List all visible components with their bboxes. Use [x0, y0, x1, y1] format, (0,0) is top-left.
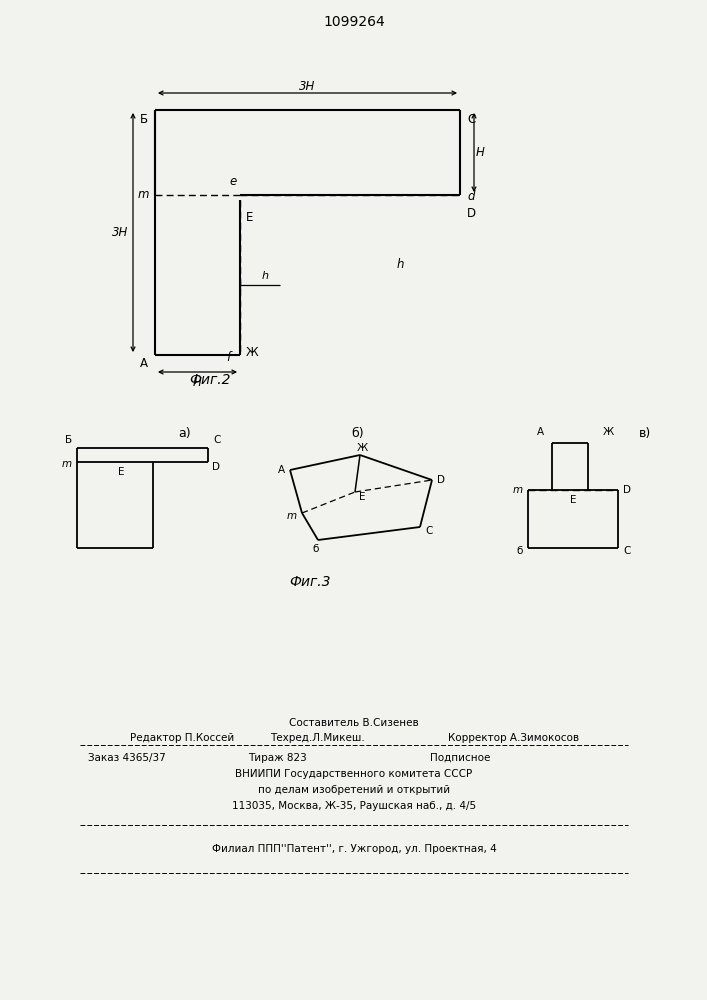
Text: Ж: Ж — [356, 443, 368, 453]
Text: Е: Е — [570, 495, 576, 505]
Text: Тираж 823: Тираж 823 — [248, 753, 307, 763]
Text: С: С — [425, 526, 433, 536]
Text: С: С — [623, 546, 631, 556]
Text: ВНИИПИ Государственного комитета СССР: ВНИИПИ Государственного комитета СССР — [235, 769, 472, 779]
Text: Корректор А.Зимокосов: Корректор А.Зимокосов — [448, 733, 579, 743]
Text: Филиал ППП''Патент'', г. Ужгород, ул. Проектная, 4: Филиал ППП''Патент'', г. Ужгород, ул. Пр… — [211, 844, 496, 854]
Text: f: f — [226, 351, 230, 364]
Text: h: h — [262, 271, 269, 281]
Text: Составитель В.Сизенев: Составитель В.Сизенев — [289, 718, 419, 728]
Text: m: m — [137, 188, 149, 202]
Text: Е: Е — [246, 211, 253, 224]
Text: 3Н: 3Н — [299, 80, 315, 93]
Text: С: С — [213, 435, 221, 445]
Text: Редактор П.Коссей: Редактор П.Коссей — [130, 733, 234, 743]
Text: Техред.Л.Микеш.: Техред.Л.Микеш. — [270, 733, 365, 743]
Text: m: m — [62, 459, 72, 469]
Text: С: С — [467, 113, 475, 126]
Text: Н: Н — [192, 375, 201, 388]
Text: D: D — [623, 485, 631, 495]
Text: б): б) — [351, 426, 364, 440]
Text: Е: Е — [118, 467, 124, 477]
Text: Подписное: Подписное — [430, 753, 491, 763]
Text: 113035, Москва, Ж-35, Раушская наб., д. 4/5: 113035, Москва, Ж-35, Раушская наб., д. … — [232, 801, 476, 811]
Text: б: б — [517, 546, 523, 556]
Text: Фиг.2: Фиг.2 — [189, 373, 230, 387]
Text: Заказ 4365/37: Заказ 4365/37 — [88, 753, 165, 763]
Text: 1099264: 1099264 — [323, 15, 385, 29]
Text: Н: Н — [476, 145, 484, 158]
Text: по делам изобретений и открытий: по делам изобретений и открытий — [258, 785, 450, 795]
Text: m: m — [287, 511, 297, 521]
Text: 3Н: 3Н — [112, 226, 128, 238]
Text: m: m — [513, 485, 523, 495]
Text: е: е — [230, 175, 237, 188]
Text: а): а) — [179, 426, 192, 440]
Text: в): в) — [639, 426, 651, 440]
Text: Ж: Ж — [246, 346, 259, 359]
Text: Фиг.3: Фиг.3 — [289, 575, 331, 589]
Text: d: d — [467, 190, 474, 203]
Text: А: А — [537, 427, 544, 437]
Text: А: А — [278, 465, 285, 475]
Text: А: А — [140, 357, 148, 370]
Text: б: б — [312, 544, 319, 554]
Text: Е: Е — [359, 492, 366, 502]
Text: Ж: Ж — [603, 427, 614, 437]
Text: D: D — [212, 462, 220, 472]
Text: D: D — [467, 207, 476, 220]
Text: Б: Б — [65, 435, 72, 445]
Text: Б: Б — [140, 113, 148, 126]
Text: h: h — [396, 258, 404, 271]
Text: D: D — [437, 475, 445, 485]
